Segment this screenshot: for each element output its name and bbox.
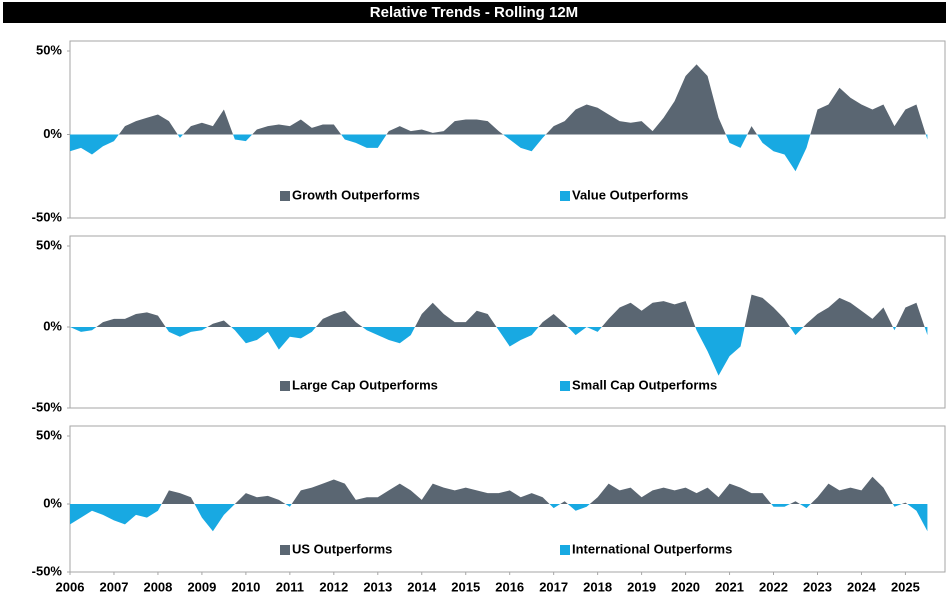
y-tick-label: 50% — [36, 42, 62, 57]
x-tick-label: 2018 — [583, 579, 612, 594]
x-tick-label: 2023 — [803, 579, 832, 594]
area — [70, 504, 928, 532]
legend-swatch — [560, 381, 570, 391]
legend-label: International Outperforms — [572, 541, 732, 556]
y-tick-label: 0% — [43, 126, 62, 141]
x-tick-label: 2022 — [759, 579, 788, 594]
x-tick-label: 2016 — [495, 579, 524, 594]
x-tick-label: 2007 — [100, 579, 129, 594]
title-bar — [3, 2, 946, 23]
chart-title: Relative Trends - Rolling 12M — [370, 4, 578, 21]
x-tick-label: 2011 — [276, 579, 304, 594]
legend-label: US Outperforms — [292, 541, 392, 556]
x-tick-label: 2017 — [539, 579, 568, 594]
y-tick-label: 0% — [43, 495, 62, 510]
x-tick-label: 2020 — [671, 579, 700, 594]
legend-swatch — [560, 191, 570, 201]
legend-label: Growth Outperforms — [292, 187, 420, 202]
x-tick-label: 2013 — [363, 579, 392, 594]
legend-label: Value Outperforms — [572, 187, 688, 202]
x-tick-label: 2024 — [847, 579, 877, 594]
x-tick-label: 2012 — [319, 579, 348, 594]
legend-swatch — [560, 545, 570, 555]
y-tick-label: -50% — [32, 209, 63, 224]
y-tick-label: -50% — [32, 563, 63, 578]
x-tick-label: 2006 — [56, 579, 85, 594]
area — [70, 476, 928, 504]
x-tick-label: 2010 — [231, 579, 260, 594]
x-tick-label: 2019 — [627, 579, 656, 594]
area — [70, 64, 928, 135]
legend-swatch — [280, 191, 290, 201]
y-tick-label: 0% — [43, 318, 62, 333]
y-tick-label: 50% — [36, 237, 62, 252]
area — [70, 294, 928, 327]
x-tick-label: 2014 — [407, 579, 437, 594]
legend-label: Large Cap Outperforms — [292, 377, 438, 392]
y-tick-label: -50% — [32, 399, 63, 414]
area — [70, 327, 928, 376]
plot-frame — [69, 235, 946, 409]
area — [70, 134, 928, 172]
plot-frame — [69, 425, 946, 573]
x-tick-label: 2008 — [143, 579, 172, 594]
x-tick-label: 2015 — [451, 579, 480, 594]
plot-frame — [69, 40, 946, 219]
x-tick-label: 2025 — [891, 579, 920, 594]
x-tick-label: 2009 — [187, 579, 216, 594]
y-tick-label: 50% — [36, 427, 62, 442]
legend-swatch — [280, 545, 290, 555]
x-tick-label: 2021 — [715, 579, 744, 594]
legend-swatch — [280, 381, 290, 391]
legend-label: Small Cap Outperforms — [572, 377, 717, 392]
